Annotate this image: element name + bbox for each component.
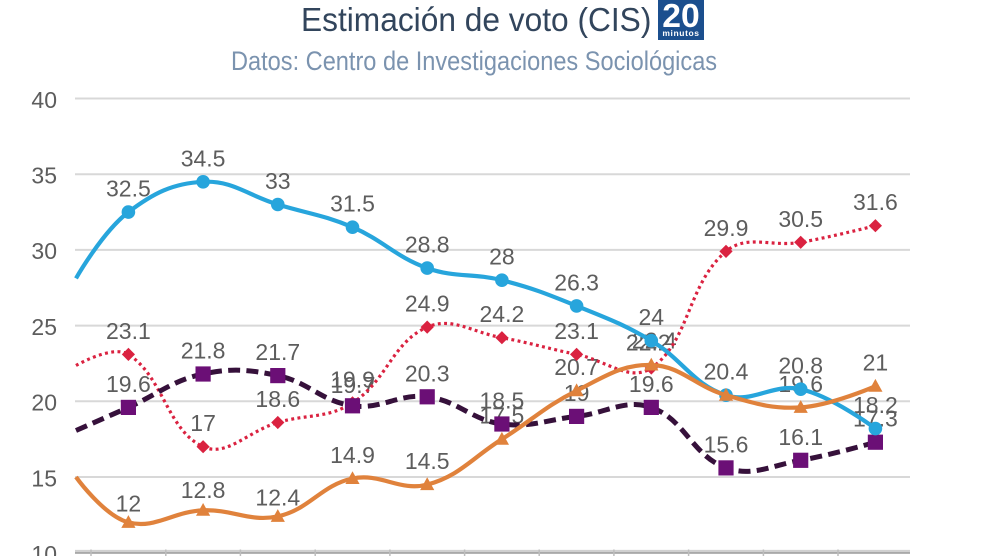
svg-text:14.5: 14.5 (405, 448, 450, 474)
svg-text:20.8: 20.8 (778, 353, 823, 379)
svg-text:18.2: 18.2 (853, 392, 898, 418)
svg-text:19.9: 19.9 (330, 366, 375, 392)
svg-text:23.1: 23.1 (554, 318, 599, 344)
svg-text:20: 20 (31, 390, 57, 416)
svg-text:14.9: 14.9 (330, 442, 375, 468)
svg-text:30: 30 (31, 238, 57, 264)
svg-text:31.6: 31.6 (853, 189, 898, 215)
svg-text:15.6: 15.6 (704, 431, 749, 457)
svg-text:24.2: 24.2 (480, 301, 525, 327)
svg-text:20.3: 20.3 (405, 360, 450, 386)
svg-text:21: 21 (863, 350, 889, 376)
svg-text:31.5: 31.5 (330, 191, 375, 217)
svg-text:26.3: 26.3 (554, 269, 599, 295)
svg-text:21.8: 21.8 (181, 338, 226, 364)
svg-text:33: 33 (265, 168, 291, 194)
svg-text:18.5: 18.5 (480, 388, 525, 414)
svg-text:40: 40 (31, 87, 57, 113)
svg-text:32.5: 32.5 (106, 176, 151, 202)
svg-text:15: 15 (31, 465, 57, 491)
svg-text:12: 12 (116, 490, 142, 516)
svg-text:29.9: 29.9 (704, 215, 749, 241)
svg-text:21.7: 21.7 (255, 339, 300, 365)
svg-text:19.6: 19.6 (629, 371, 674, 397)
svg-text:24.9: 24.9 (405, 291, 450, 317)
svg-text:25: 25 (31, 314, 57, 340)
svg-text:24: 24 (639, 304, 665, 330)
svg-text:17: 17 (190, 410, 216, 436)
svg-text:34.5: 34.5 (181, 145, 226, 171)
svg-text:30.5: 30.5 (778, 206, 823, 232)
svg-text:19.7: 19.7 (331, 372, 376, 398)
svg-text:16.1: 16.1 (778, 424, 823, 450)
svg-text:28.8: 28.8 (405, 232, 450, 258)
svg-text:19.6: 19.6 (106, 371, 151, 397)
svg-text:18.6: 18.6 (255, 386, 300, 412)
svg-text:12.8: 12.8 (181, 477, 226, 503)
svg-text:20.4: 20.4 (704, 359, 749, 385)
svg-text:12.4: 12.4 (255, 484, 300, 510)
svg-text:10: 10 (31, 541, 57, 556)
svg-text:28: 28 (489, 244, 515, 270)
svg-text:35: 35 (31, 163, 57, 189)
svg-text:23.1: 23.1 (106, 318, 151, 344)
